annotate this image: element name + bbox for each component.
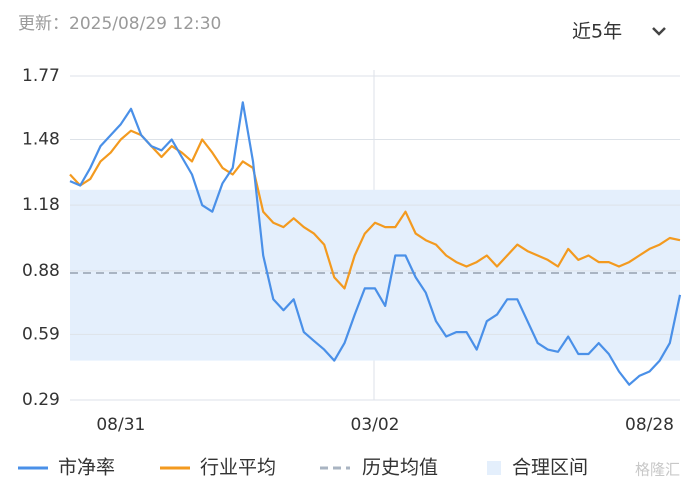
series-line bbox=[69, 101, 682, 386]
y-tick-label: 1.77 bbox=[22, 66, 60, 86]
y-tick-label: 0.88 bbox=[22, 261, 60, 281]
range-selector[interactable]: 近5年 bbox=[572, 21, 622, 43]
legend-label: 历史均值 bbox=[362, 457, 438, 479]
legend-label: 行业平均 bbox=[200, 457, 276, 479]
y-tick-label: 1.48 bbox=[22, 129, 60, 149]
y-tick-label: 0.29 bbox=[22, 390, 60, 410]
x-tick-label: 08/28 bbox=[625, 415, 674, 435]
legend-swatch bbox=[487, 461, 501, 475]
watermark: 格隆汇 bbox=[635, 461, 680, 479]
dropdown-chevron[interactable] bbox=[652, 27, 666, 36]
x-tick-label: 08/31 bbox=[96, 415, 145, 435]
y-tick-label: 1.18 bbox=[22, 195, 60, 215]
y-tick-label: 0.59 bbox=[22, 324, 60, 344]
update-time: 更新：2025/08/29 12:30 bbox=[18, 14, 221, 34]
legend-label: 市净率 bbox=[58, 457, 115, 479]
series-line bbox=[69, 129, 681, 290]
reasonable-range bbox=[70, 189, 680, 361]
legend-label: 合理区间 bbox=[512, 457, 588, 479]
x-tick-label: 03/02 bbox=[351, 415, 400, 435]
